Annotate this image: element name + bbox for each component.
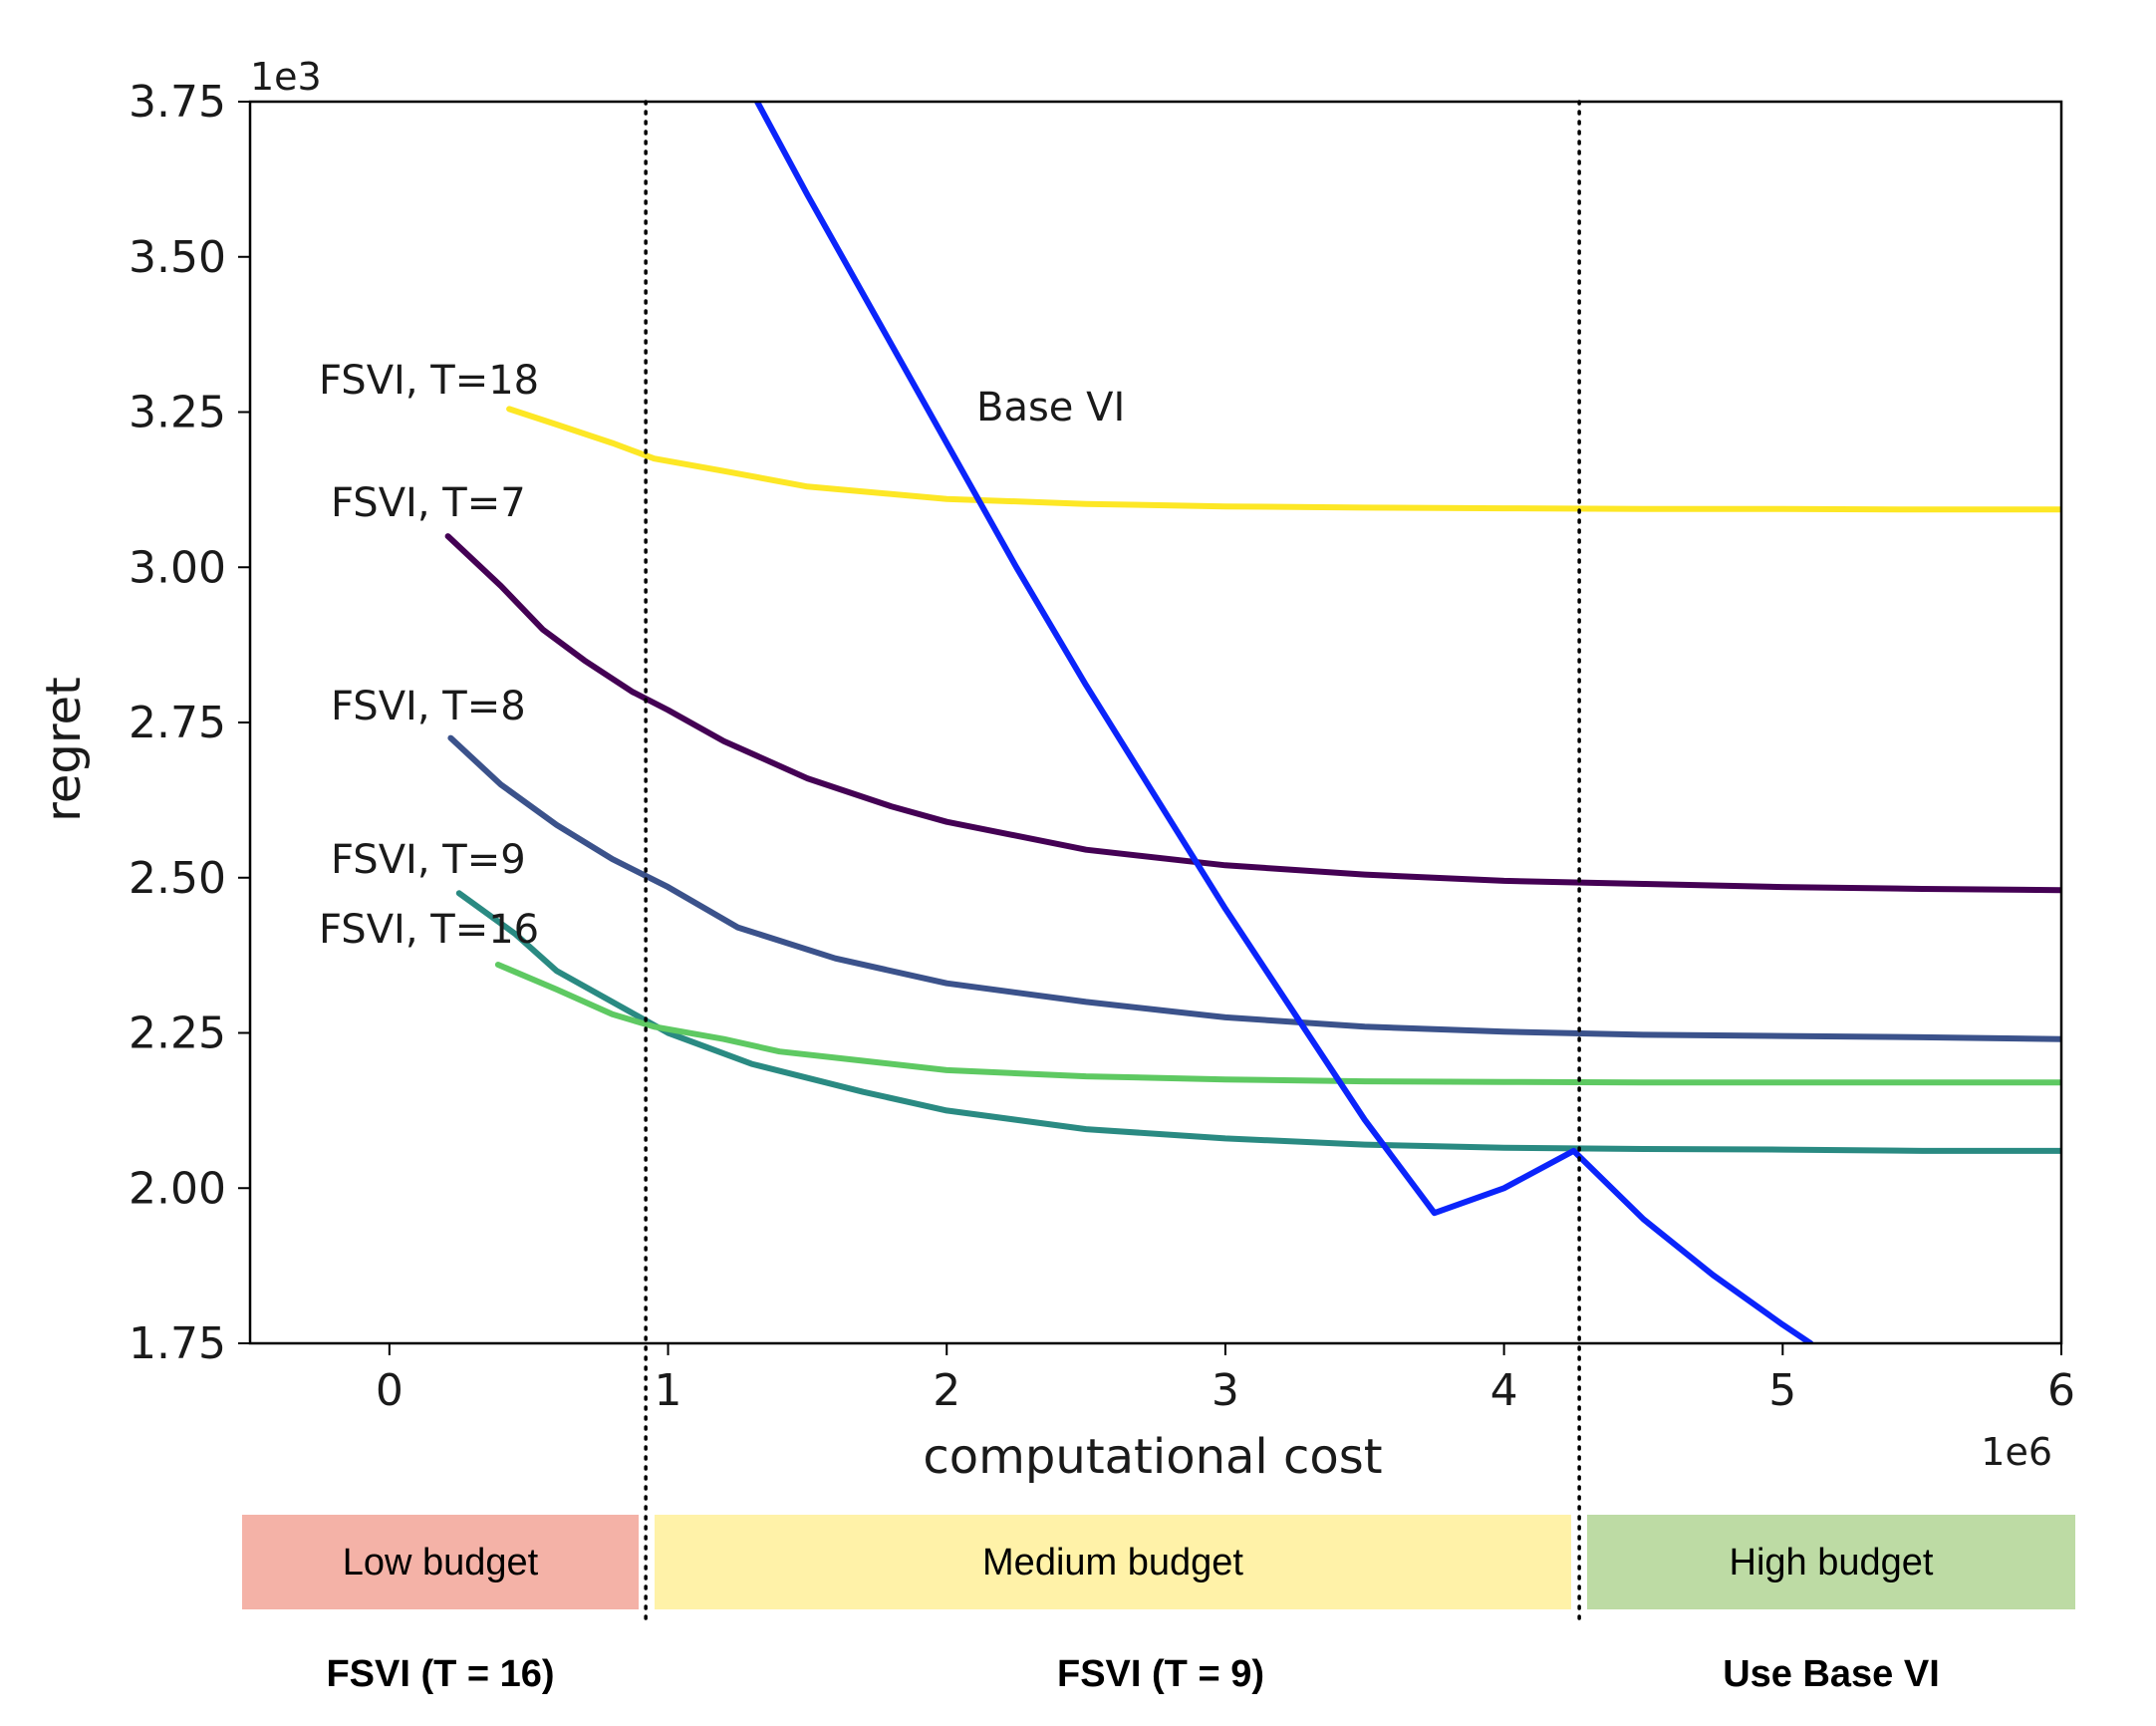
- y-tick-label: 2.75: [129, 698, 226, 748]
- y-tick-label: 1.75: [129, 1318, 226, 1369]
- low-budget-label: Low budget: [343, 1542, 539, 1583]
- series-label-fsvi-t7: FSVI, T=7: [331, 480, 526, 526]
- x-tick-label: 4: [1490, 1365, 1518, 1416]
- y-tick-label: 2.00: [129, 1163, 226, 1214]
- series-line-fsvi-t-8: [447, 734, 2061, 1042]
- x-tick-label: 5: [1768, 1365, 1796, 1416]
- medium-budget-recommendation: FSVI (T = 9): [1057, 1653, 1264, 1695]
- y-scale-label: 1e3: [250, 55, 322, 99]
- x-tick-label: 0: [376, 1365, 404, 1416]
- low-budget-band: [242, 1515, 639, 1609]
- series-label-fsvi-t8: FSVI, T=8: [331, 684, 526, 729]
- x-tick-label: 3: [1212, 1365, 1239, 1416]
- high-budget-recommendation: Use Base VI: [1723, 1653, 1940, 1695]
- series-line-base-vi: [754, 102, 1814, 1343]
- x-scale-label: 1e6: [1981, 1430, 2052, 1474]
- series-label-fsvi-t16: FSVI, T=16: [319, 907, 539, 953]
- y-tick-label: 2.50: [129, 853, 226, 904]
- y-tick-label: 3.75: [129, 77, 226, 128]
- medium-budget-label: Medium budget: [982, 1542, 1243, 1583]
- y-tick-label: 2.25: [129, 1008, 226, 1059]
- series-line-fsvi-t-7: [444, 533, 2061, 894]
- series-layer: [444, 102, 2061, 1343]
- y-tick-label: 3.00: [129, 542, 226, 593]
- series-label-fsvi-t18: FSVI, T=18: [319, 358, 539, 404]
- low-budget-recommendation: FSVI (T = 16): [326, 1653, 554, 1695]
- y-tick-label: 3.25: [129, 388, 226, 438]
- axis-ticks: 0 1 2 3 4 5 6 1.75 2.00 2.25 2.50 2.75 3.00 3.25 3.50 3…: [129, 77, 2075, 1416]
- high-budget-label: High budget: [1730, 1542, 1934, 1583]
- x-tick-label: 6: [2047, 1365, 2075, 1416]
- medium-budget-band: [655, 1515, 1571, 1609]
- budget-dividers: [644, 100, 1581, 1621]
- series-line-fsvi-t-18: [506, 406, 2061, 513]
- series-label-base-vi: Base VI: [976, 385, 1125, 431]
- series-label-fsvi-t9: FSVI, T=9: [331, 837, 526, 883]
- high-budget-band: [1587, 1515, 2075, 1609]
- x-tick-label: 1: [655, 1365, 682, 1416]
- series-line-fsvi-t-9: [455, 890, 2061, 1154]
- series-line-fsvi-t-16: [494, 962, 2061, 1086]
- y-tick-label: 3.50: [129, 232, 226, 283]
- x-axis-title: computational cost: [923, 1429, 1382, 1485]
- x-tick-label: 2: [933, 1365, 960, 1416]
- y-axis-title: regret: [36, 677, 92, 822]
